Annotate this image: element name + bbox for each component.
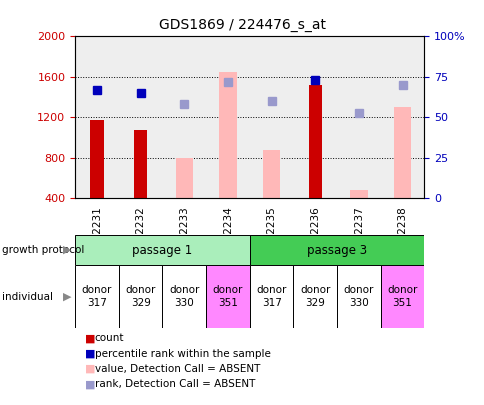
Bar <box>75 235 249 265</box>
Text: count: count <box>94 333 124 343</box>
Bar <box>119 265 162 328</box>
Bar <box>393 107 410 198</box>
Bar <box>75 265 119 328</box>
Bar <box>219 72 236 198</box>
Text: donor
351: donor 351 <box>212 286 242 308</box>
Text: donor
329: donor 329 <box>125 286 155 308</box>
Bar <box>349 190 367 198</box>
Text: ▶: ▶ <box>63 292 72 302</box>
Text: individual: individual <box>2 292 53 302</box>
Text: passage 3: passage 3 <box>306 243 366 257</box>
Text: ▶: ▶ <box>63 245 72 255</box>
Text: ■: ■ <box>85 364 95 374</box>
Text: donor
351: donor 351 <box>387 286 417 308</box>
Text: ■: ■ <box>85 379 95 389</box>
Bar <box>206 265 249 328</box>
Text: donor
329: donor 329 <box>300 286 330 308</box>
Bar <box>293 265 336 328</box>
Text: value, Detection Call = ABSENT: value, Detection Call = ABSENT <box>94 364 259 374</box>
Bar <box>162 265 206 328</box>
Bar <box>308 85 321 198</box>
Bar <box>262 150 280 198</box>
Bar <box>249 235 424 265</box>
Text: donor
330: donor 330 <box>343 286 373 308</box>
Bar <box>134 130 147 198</box>
Bar <box>249 265 293 328</box>
Bar <box>175 158 193 198</box>
Bar <box>380 265 424 328</box>
Text: GDS1869 / 224476_s_at: GDS1869 / 224476_s_at <box>159 18 325 32</box>
Text: donor
317: donor 317 <box>82 286 112 308</box>
Text: growth protocol: growth protocol <box>2 245 85 255</box>
Text: passage 1: passage 1 <box>132 243 192 257</box>
Text: percentile rank within the sample: percentile rank within the sample <box>94 349 270 358</box>
Bar <box>336 265 380 328</box>
Text: donor
317: donor 317 <box>256 286 286 308</box>
Text: rank, Detection Call = ABSENT: rank, Detection Call = ABSENT <box>94 379 255 389</box>
Bar <box>90 120 103 198</box>
Text: ■: ■ <box>85 333 95 343</box>
Text: donor
330: donor 330 <box>169 286 199 308</box>
Text: ■: ■ <box>85 349 95 358</box>
